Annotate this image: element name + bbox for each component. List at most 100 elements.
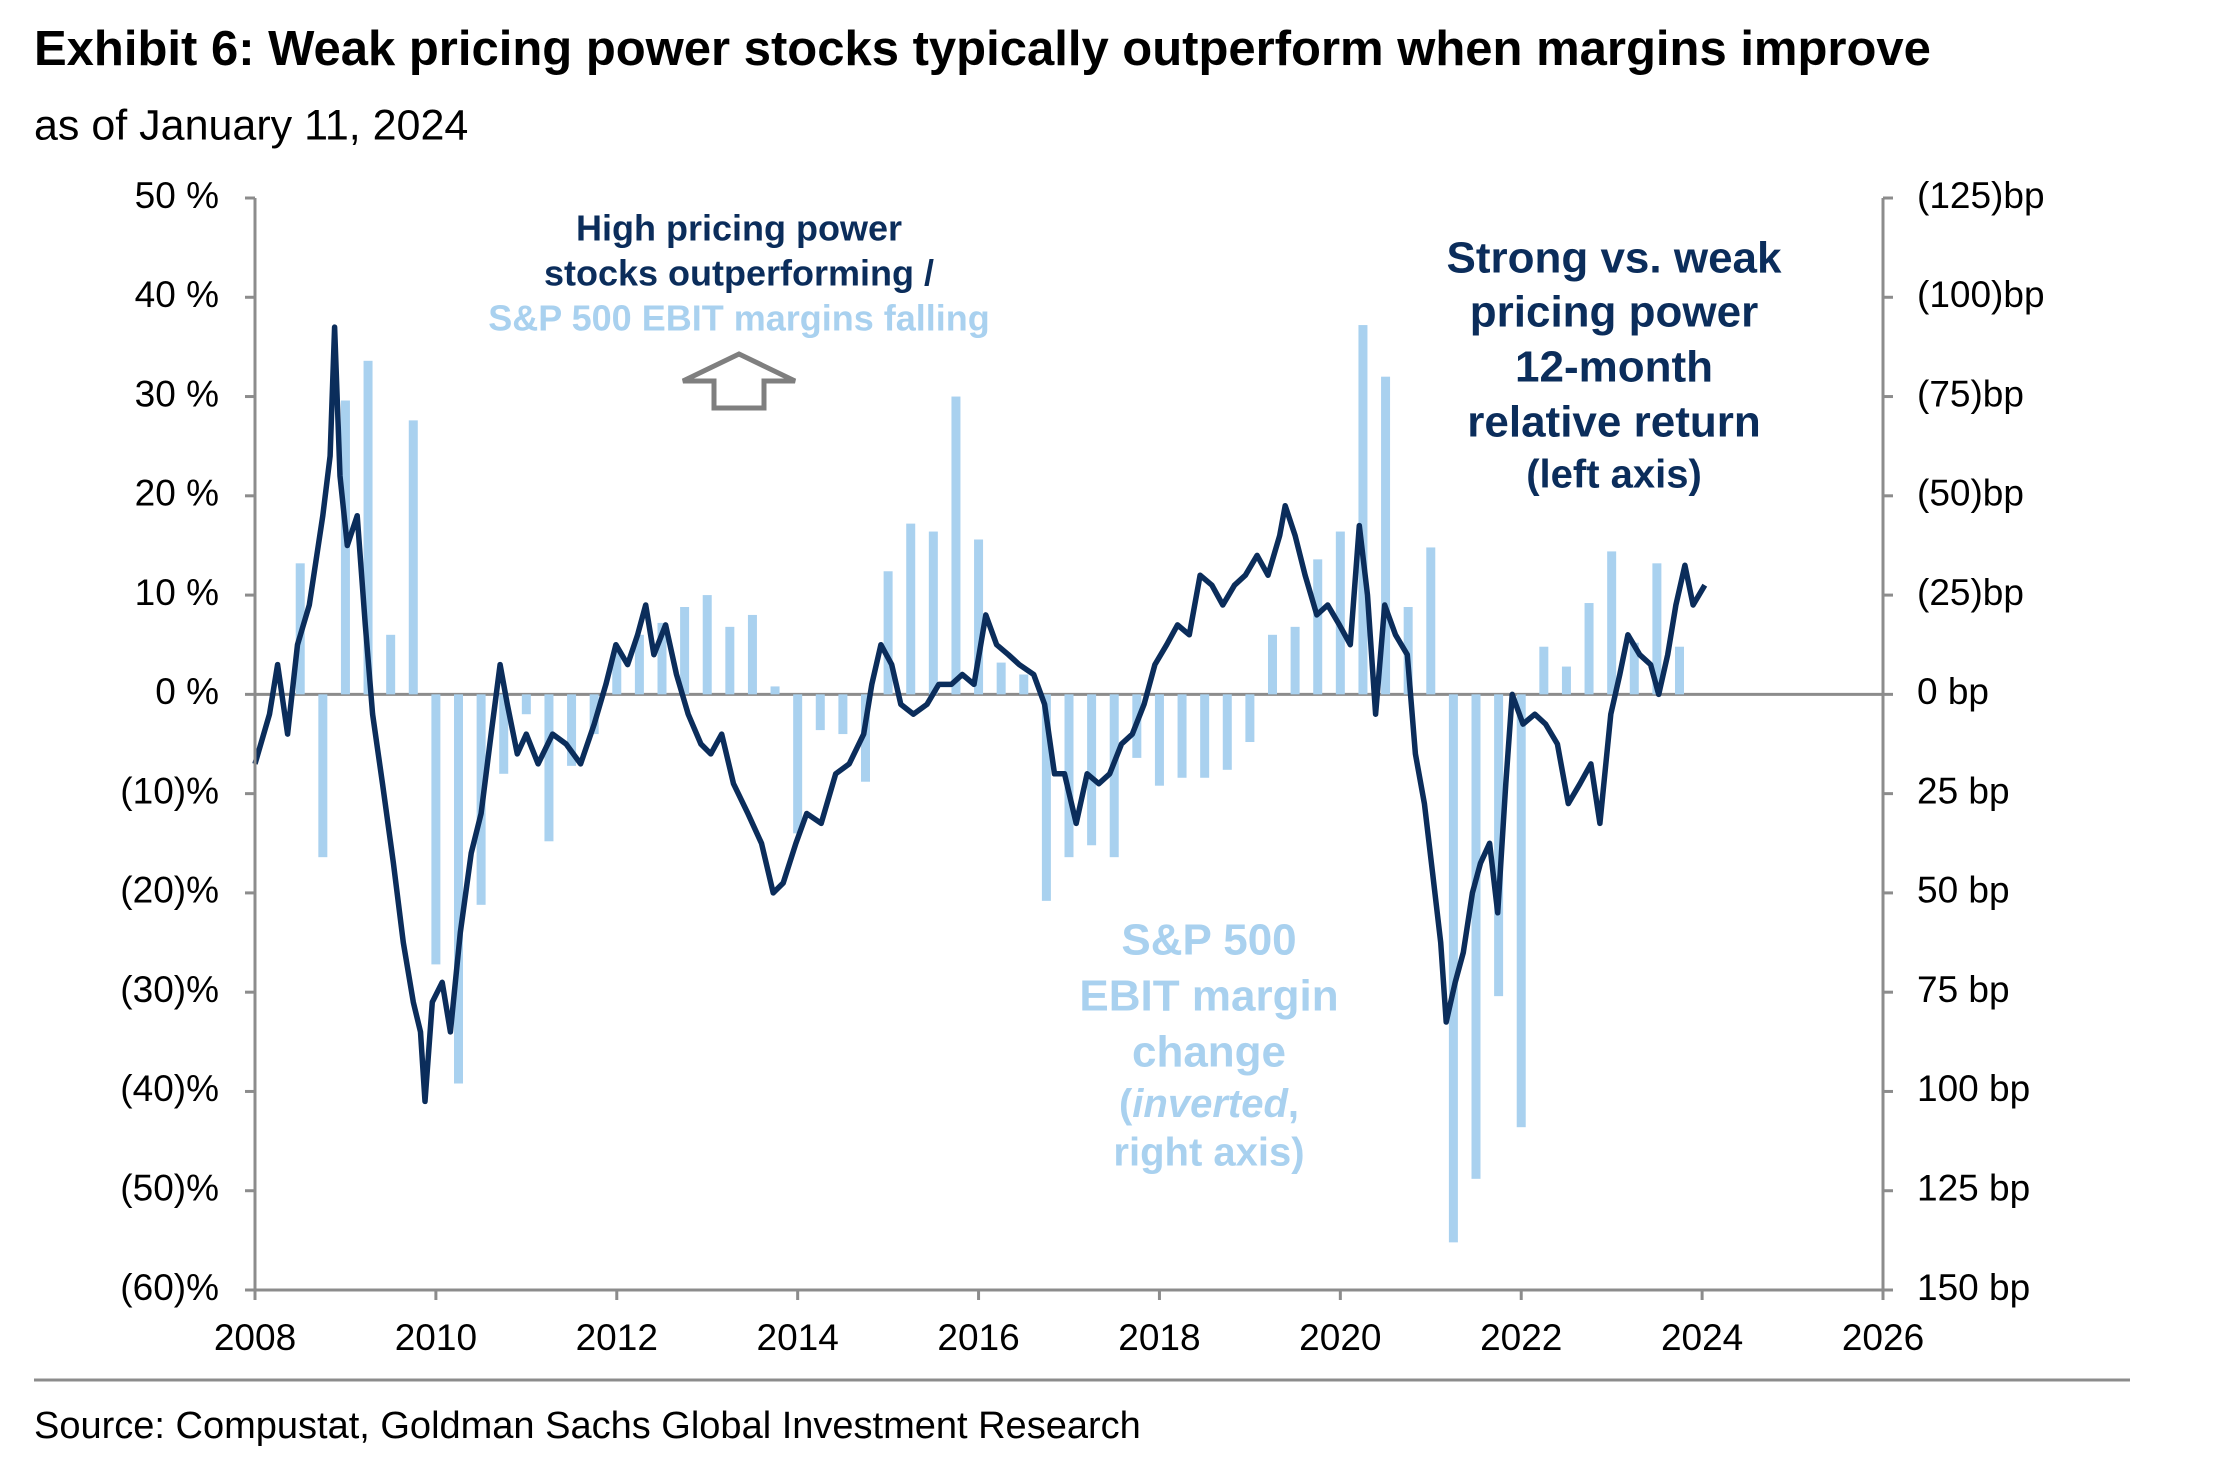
y2-tick-label: (25)bp [1917,572,2024,613]
bar [1109,694,1119,858]
bar [1335,531,1345,695]
bar [318,694,328,858]
y2-tick-label: 100 bp [1917,1068,2030,1109]
bar [589,694,599,735]
bar [1154,694,1164,786]
bar [1222,694,1232,770]
bar [1064,694,1074,858]
bar [657,622,667,695]
bar [1607,551,1617,695]
y-tick-label: 20 % [135,473,219,514]
bar [544,694,554,842]
bar [725,626,735,695]
bar [906,523,916,695]
annotation-part: , [1288,1082,1299,1126]
x-tick-label: 2022 [1480,1317,1562,1358]
bar [883,571,893,695]
y-tick-label: (40)% [120,1068,219,1109]
bar [454,694,463,1084]
bar [1290,626,1300,695]
bar [1539,646,1549,695]
y-tick-label: 50 % [135,175,219,216]
x-tick-label: 2026 [1842,1317,1924,1358]
chart-subtitle: as of January 11, 2024 [34,101,468,149]
annotation: right axis) [1113,1131,1304,1175]
annotation-part: ( [1119,1082,1133,1126]
y-tick-label: (50)% [120,1168,219,1209]
x-tick-label: 2012 [576,1317,658,1358]
arrow [681,351,797,411]
annotation: pricing power [1470,288,1758,337]
bar [702,595,712,695]
y2-tick-label: 150 bp [1917,1267,2030,1308]
bar [1584,603,1594,695]
bar [1200,694,1210,778]
annotations: High pricing power stocks outperforming … [488,208,1782,1175]
bar [1675,646,1684,695]
bar [1561,666,1571,695]
y2-tick-label: (75)bp [1917,373,2024,414]
x-tick-label: 2020 [1299,1317,1381,1358]
y-tick-label: 30 % [135,373,219,414]
bar [521,694,531,715]
x-tick-label: 2018 [1118,1317,1200,1358]
bar [951,396,961,695]
bar [1652,563,1662,695]
y-tick-label: 10 % [135,572,219,613]
bar [634,634,644,695]
bar [928,531,938,695]
annotation: stocks outperforming / [544,253,934,294]
bar [680,607,690,695]
line [252,324,1708,1105]
bar [1516,694,1526,1128]
bar [974,539,984,695]
bar [793,694,803,834]
bar [838,694,848,735]
annotation: relative return [1467,398,1760,447]
bar [1358,325,1368,695]
annotation: Strong vs. weak [1446,234,1782,283]
y-tick-label: (60)% [120,1267,219,1308]
y-tick-label: (30)% [120,969,219,1010]
bar [1448,694,1458,1243]
annotation: EBIT margin [1079,972,1338,1021]
bar [815,694,825,731]
annotation: High pricing power [576,208,902,249]
y2-tick-label: 125 bp [1917,1168,2030,1209]
bar [1245,694,1255,743]
bar [1426,547,1436,695]
y2-tick-label: 0 bp [1917,671,1989,712]
source: Source: Compustat, Goldman Sachs Global … [34,1405,1141,1447]
annotation: (inverted, [1119,1082,1299,1126]
y2-tick-label: 50 bp [1917,870,2010,911]
bar [1041,694,1051,901]
bar [1087,694,1097,846]
bar [770,686,780,695]
y-tick-label: 0 % [155,671,219,712]
bar [747,614,757,695]
annotation: change [1132,1028,1286,1077]
bar [612,650,622,695]
y2-tick-label: (125)bp [1917,175,2045,216]
bar [861,694,870,782]
bar [1629,642,1639,695]
bar [386,634,396,695]
y-tick-label: (10)% [120,770,219,811]
bar [1177,694,1187,778]
bar [408,420,418,695]
annotation: S&P 500 [1121,916,1296,965]
annotation: (left axis) [1526,453,1702,497]
x-tick-label: 2016 [937,1317,1019,1358]
bar [1313,559,1323,695]
annotation-part: inverted [1132,1082,1289,1126]
y2-tick-label: 25 bp [1917,770,2010,811]
bar [1494,694,1504,997]
x-tick-label: 2008 [214,1317,296,1358]
bar [1471,694,1481,1179]
plot-area: 50 % 40 % 30 % 20 % 10 % 0 % (10)% (20)% (30)% (4… [120,175,2044,1358]
y2-tick-label: (50)bp [1917,473,2024,514]
x-tick-label: 2024 [1661,1317,1743,1358]
bar [363,360,373,695]
bar [499,694,509,774]
